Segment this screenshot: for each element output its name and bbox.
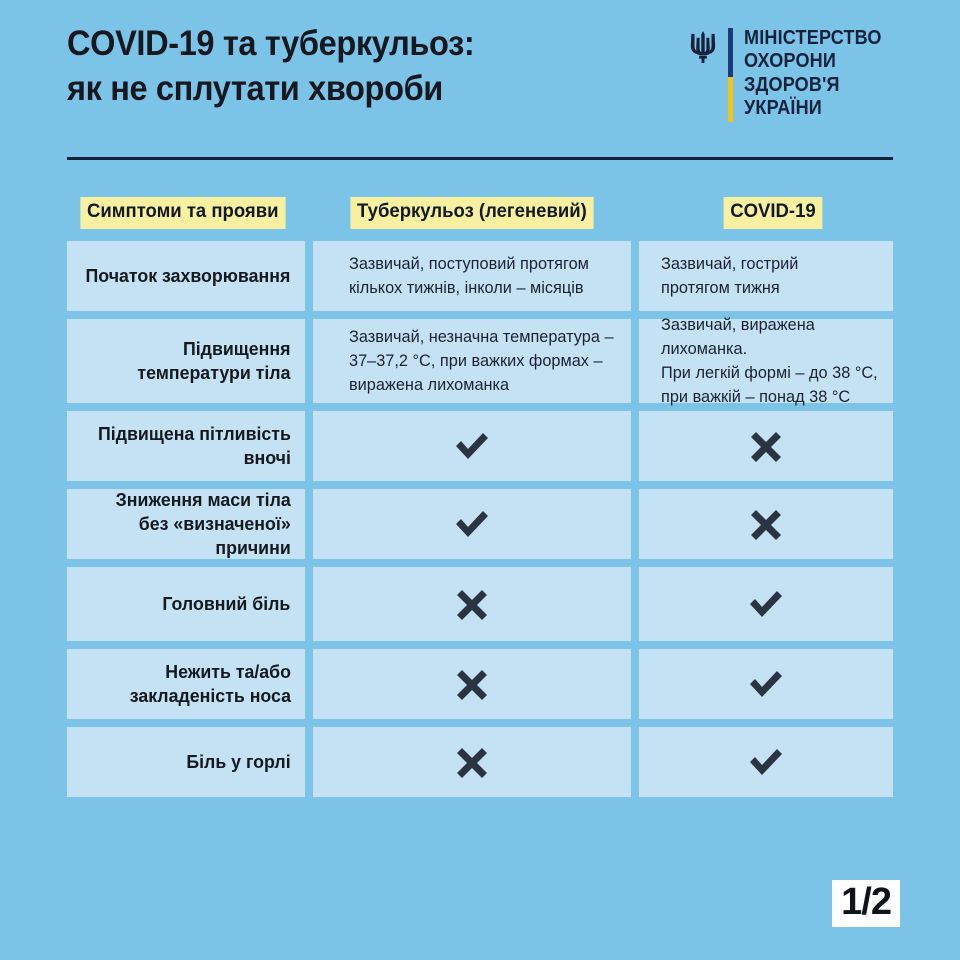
ministry-logo-line-3: ЗДОРОВ'Я (743, 72, 840, 96)
check-icon (455, 433, 488, 459)
cross-icon (456, 590, 487, 620)
row-covid-value: Зазвичай, гострий протягом тижня (638, 241, 893, 311)
cell-gap (631, 567, 639, 641)
table-row: Біль у горлі (67, 727, 893, 797)
check-icon (455, 511, 488, 537)
row-tb-value (312, 727, 631, 797)
cell-gap (631, 727, 639, 797)
column-header-tuberculosis: Туберкульоз (легеневий) (307, 197, 644, 229)
check-icon (749, 749, 782, 775)
row-symptom-label: Нежить та/або закладеність носа (67, 649, 305, 719)
column-header-symptom-label: Симптоми та прояви (80, 197, 286, 229)
row-symptom-label: Підвищена пітливість вночі (67, 411, 305, 481)
ministry-logo-text: МІНІСТЕРСТВО ОХОРОНИ ЗДОРОВ'Я УКРАЇНИ (744, 26, 882, 119)
table-row: Підвищення температури тіла Зазвичай, не… (67, 315, 893, 407)
cell-gap (305, 567, 313, 641)
cross-icon (750, 510, 781, 540)
row-symptom-label: Початок захворювання (67, 241, 305, 311)
cross-icon (456, 670, 487, 700)
row-tb-line-1: Зазвичай, поступовий протягом (348, 253, 589, 273)
row-tb-value (312, 567, 631, 641)
row-covid-value (638, 649, 893, 719)
cell-gap (305, 727, 313, 797)
row-symptom-label: Головний біль (67, 567, 305, 641)
row-tb-line-1: Зазвичай, незначна температура – (348, 326, 614, 346)
ministry-logo-line-2: ОХОРОНИ (743, 49, 836, 73)
row-symptom-line-1: Підвищена пітливість (97, 422, 291, 444)
page-header: COVID-19 та туберкульоз: як не сплутати … (67, 22, 900, 142)
row-symptom-line-1: Головний біль (162, 592, 291, 614)
row-tb-value (312, 649, 631, 719)
row-symptom-line-2: закладеність носа (129, 685, 291, 706)
page-title: COVID-19 та туберкульоз: як не сплутати … (67, 22, 588, 112)
row-symptom-line-2: вночі (243, 447, 291, 468)
row-covid-value (638, 567, 893, 641)
cell-gap (305, 649, 313, 719)
row-covid-value: Зазвичай, виражена лихоманка. При легкій… (638, 315, 893, 407)
check-icon (749, 591, 782, 617)
table-row: Головний біль (67, 567, 893, 641)
cell-gap (631, 319, 639, 403)
row-symptom-label: Зниження маси тіла без «визначеної» прич… (67, 489, 305, 559)
table-row: Зниження маси тіла без «визначеної» прич… (67, 489, 893, 559)
logo-flag-bar (727, 28, 733, 122)
row-covid-value (638, 727, 893, 797)
cell-gap (631, 411, 639, 481)
page-number: 1/2 (832, 880, 900, 927)
row-symptom-line-1: Підвищення (183, 337, 291, 359)
row-symptom-line-1: Початок захворювання (85, 264, 291, 286)
table-row: Початок захворювання Зазвичай, поступови… (67, 241, 893, 311)
row-symptom-label: Біль у горлі (67, 727, 305, 797)
row-tb-value (312, 411, 631, 481)
page-title-line-1: COVID-19 та туберкульоз: (67, 24, 475, 63)
row-tb-value: Зазвичай, поступовий протягом кількох ти… (312, 241, 631, 311)
row-symptom-line-1: Нежить та/або (165, 660, 291, 682)
cell-gap (631, 649, 639, 719)
page-title-line-2: як не сплутати хвороби (67, 68, 443, 108)
row-covid-line-1: Зазвичай, гострий (660, 253, 798, 273)
cell-gap (631, 489, 639, 559)
row-symptom-line-2: температури тіла (137, 362, 291, 383)
row-covid-value (638, 489, 893, 559)
cross-icon (750, 432, 781, 462)
table-row: Підвищена пітливість вночі (67, 411, 893, 481)
column-header-covid: COVID-19 (653, 197, 893, 229)
ministry-logo-line-1: МІНІСТЕРСТВО (743, 26, 882, 49)
table-header-row: Симптоми та прояви Туберкульоз (легеневи… (67, 193, 893, 233)
table-row: Нежить та/або закладеність носа (67, 649, 893, 719)
row-symptom-line-2: без «визначеної» причини (138, 512, 291, 559)
row-tb-value: Зазвичай, незначна температура – 37–37,2… (312, 319, 631, 403)
cell-gap (631, 241, 639, 311)
row-tb-line-2: 37–37,2 °C, при важких формах – (348, 350, 603, 370)
row-covid-line-3: при важкій – понад 38 °C (660, 387, 850, 407)
cell-gap (305, 489, 313, 559)
column-header-tuberculosis-label: Туберкульоз (легеневий) (350, 197, 594, 229)
ministry-logo: МІНІСТЕРСТВО ОХОРОНИ ЗДОРОВ'Я УКРАЇНИ (688, 26, 900, 136)
header-divider (67, 157, 893, 160)
row-symptom-line-1: Зниження маси тіла (115, 488, 291, 510)
row-covid-line-2: протягом тижня (660, 278, 780, 297)
cell-gap (305, 411, 313, 481)
row-covid-line-1: Зазвичай, виражена лихоманка. (660, 314, 815, 358)
comparison-table: Симптоми та прояви Туберкульоз (легеневи… (67, 193, 893, 797)
ministry-logo-line-4: УКРАЇНИ (743, 95, 822, 119)
row-covid-value (638, 411, 893, 481)
cell-gap (305, 319, 313, 403)
row-tb-value (312, 489, 631, 559)
row-symptom-label: Підвищення температури тіла (67, 319, 305, 403)
row-tb-line-3: виражена лихоманка (348, 375, 509, 395)
check-icon (749, 671, 782, 697)
column-header-symptom: Симптоми та прояви (67, 197, 299, 229)
cell-gap (305, 241, 313, 311)
cross-icon (456, 748, 487, 778)
row-covid-line-2: При легкій формі – до 38 °C, (660, 363, 878, 382)
row-symptom-line-1: Біль у горлі (186, 750, 291, 772)
column-header-covid-label: COVID-19 (723, 197, 823, 229)
row-tb-line-2: кількох тижнів, інколи – місяців (348, 278, 584, 297)
ukraine-trident-icon (690, 30, 715, 64)
